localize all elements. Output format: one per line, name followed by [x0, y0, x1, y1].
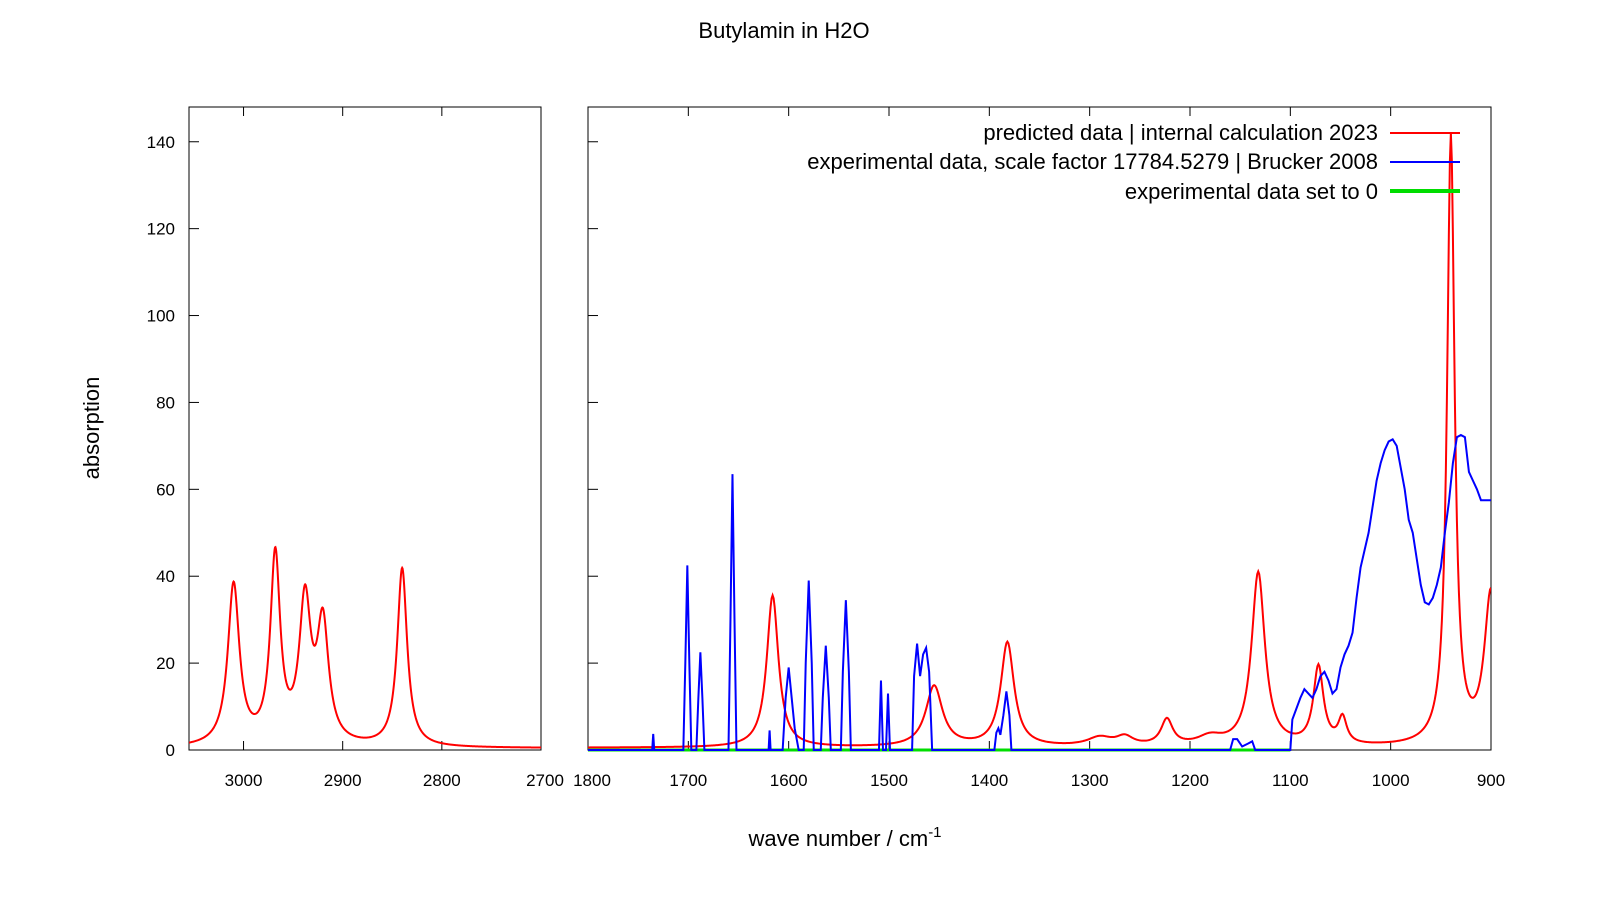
legend-label-predicted: predicted data | internal calculation 20…	[983, 120, 1378, 145]
y-tick-label: 100	[147, 307, 175, 326]
x-tick-label: 2900	[324, 771, 362, 790]
series-predicted-line	[189, 545, 541, 749]
x-tick-label: 1600	[770, 771, 808, 790]
x-tick-label: 1800	[573, 771, 611, 790]
y-tick-label: 0	[166, 741, 175, 760]
x-tick-label: 1400	[970, 771, 1008, 790]
x-axis-label-exponent: -1	[928, 824, 941, 841]
x-tick-label: 2800	[423, 771, 461, 790]
plot-right: 1800 1700 1600 1500 1400 1300 1200 1100 1000 900	[573, 106, 1505, 790]
x-tick-label: 1100	[1272, 771, 1309, 790]
x-tick-label: 1300	[1071, 771, 1109, 790]
legend: predicted data | internal calculation 20…	[807, 120, 1460, 204]
y-tick-label: 20	[156, 654, 175, 673]
x-tick-label: 900	[1477, 771, 1505, 790]
x-tick-label: 1500	[870, 771, 908, 790]
x-tick-label: 1200	[1171, 771, 1209, 790]
legend-item-predicted: predicted data | internal calculation 20…	[983, 120, 1460, 145]
x-tick-label: 1700	[669, 771, 707, 790]
x-axis-label: wave number / cm-1	[747, 824, 941, 851]
series-group	[588, 133, 1491, 752]
y-tick-label: 140	[147, 133, 175, 152]
x-axis-label-text: wave number / cm	[747, 826, 928, 851]
y-tick-label: 120	[147, 220, 175, 239]
y-axis-label: absorption	[79, 377, 104, 480]
series-group	[189, 545, 541, 749]
legend-item-experimental: experimental data, scale factor 17784.52…	[807, 149, 1460, 174]
series-experimental-line	[588, 433, 1491, 751]
plot-frame	[188, 106, 542, 751]
plot-left: 3000 2900 2800 2700 0 20 40 60 80 100 120 140	[147, 106, 564, 790]
x-tick-label: 3000	[225, 771, 263, 790]
x-tick-label: 1000	[1372, 771, 1410, 790]
y-tick-label: 40	[156, 567, 175, 586]
legend-item-zero: experimental data set to 0	[1125, 179, 1460, 204]
y-tick-label: 60	[156, 480, 175, 499]
chart-title: Butylamin in H2O	[698, 18, 869, 43]
x-tick-label: 2700	[526, 771, 564, 790]
y-tick-label: 80	[156, 393, 175, 412]
series-predicted-line	[588, 133, 1491, 749]
legend-label-experimental: experimental data, scale factor 17784.52…	[807, 149, 1378, 174]
legend-label-zero: experimental data set to 0	[1125, 179, 1378, 204]
